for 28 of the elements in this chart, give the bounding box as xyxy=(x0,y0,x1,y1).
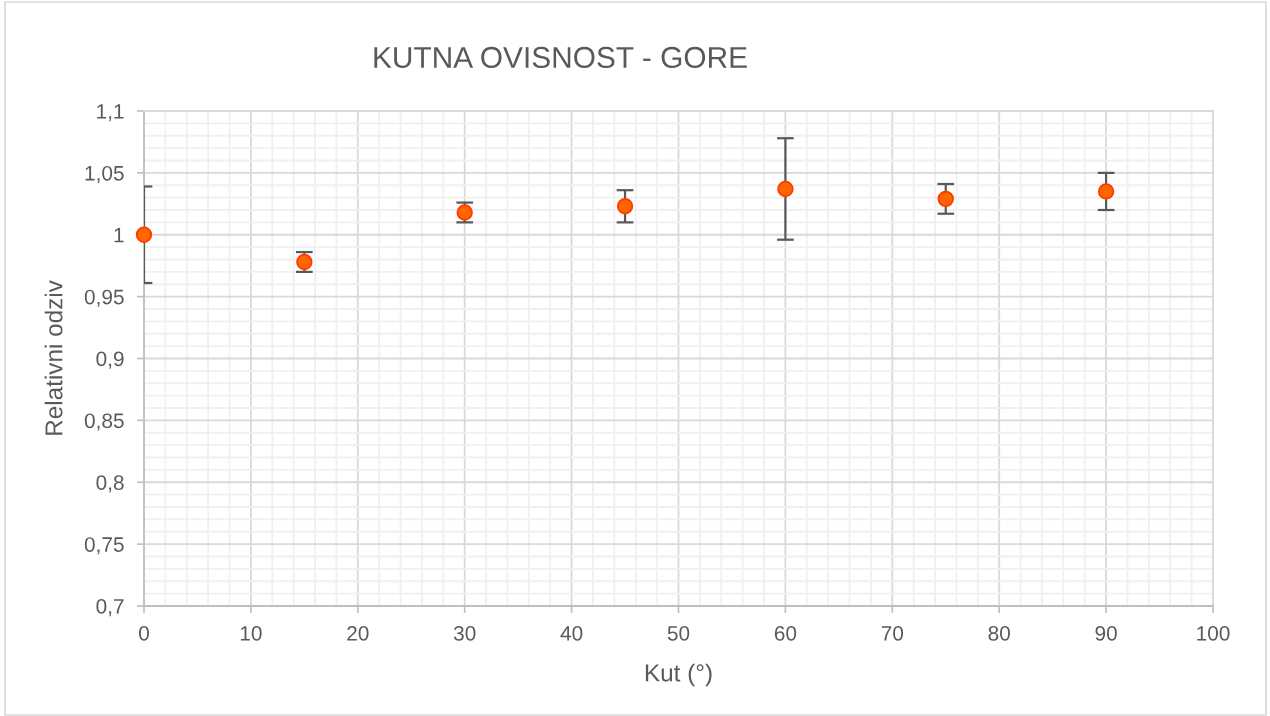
x-tick-label: 90 xyxy=(1095,625,1117,641)
x-tick-label: 60 xyxy=(774,625,797,641)
x-axis-title: Kut (°) xyxy=(645,663,712,687)
y-tick-label: 0,9 xyxy=(96,351,124,369)
x-tick-label: 30 xyxy=(453,625,476,641)
y-tick-label: 0,75 xyxy=(84,537,124,555)
x-tick-label: 40 xyxy=(560,625,583,641)
y-axis-title: Relativni odziv xyxy=(44,280,63,435)
x-tick-label: 0 xyxy=(139,625,149,641)
y-tick-label: 0,8 xyxy=(96,475,124,493)
x-tick-label: 10 xyxy=(240,625,262,641)
chart-title: KUTNA OVISNOST - GORE xyxy=(374,46,747,69)
x-tick-label: 50 xyxy=(667,625,690,641)
y-tick-label: 0,95 xyxy=(84,289,124,307)
x-tick-label: 80 xyxy=(988,625,1010,641)
y-tick-label: 0,85 xyxy=(84,413,124,431)
point xyxy=(937,190,954,208)
y-tick-label: 1,1 xyxy=(97,104,124,122)
y-tick-label: 0,7 xyxy=(96,599,124,617)
x-tick-label: 100 xyxy=(1197,625,1230,641)
point xyxy=(616,198,634,215)
point xyxy=(777,180,794,198)
y-tick-label: 1,05 xyxy=(85,165,124,184)
y-tick-label: 1 xyxy=(114,227,124,243)
point xyxy=(135,226,153,243)
x-tick-label: 70 xyxy=(881,625,904,641)
x-tick-label: 20 xyxy=(347,625,369,641)
point xyxy=(1097,183,1115,200)
